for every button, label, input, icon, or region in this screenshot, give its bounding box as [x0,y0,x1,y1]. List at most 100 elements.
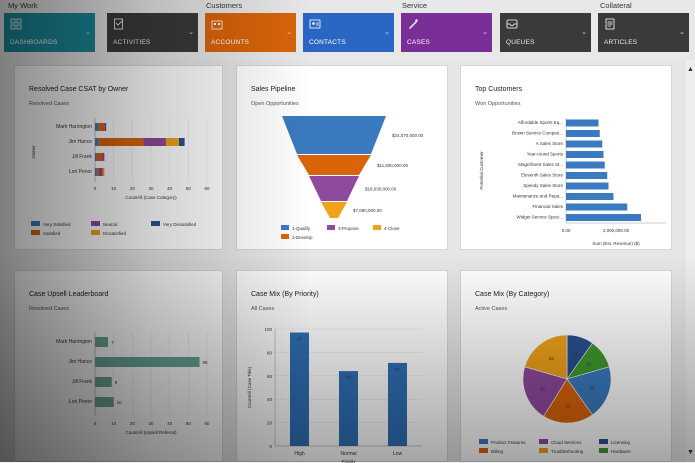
x-tick-label: 10 [111,186,117,191]
bar-segment [165,138,179,146]
legend-swatch [281,225,289,230]
y-tick-label: Maintenance and Repa... [513,194,563,199]
x-axis-title: Sum (Est. Revenue) ($) [592,241,640,246]
panel-title: Sales Pipeline [251,86,296,93]
y-tick-label: 40 [267,397,273,402]
chart-csat: 0 10 20 30 40 50 60 Mark Harrington Jim Hance Jil… [31,118,210,236]
y-axis-title: Owner [31,145,36,159]
data-label: 23 [549,356,555,361]
chevron-down-icon[interactable]: ⌄ [384,29,390,36]
x-tick-label: 30 [148,186,154,191]
x-tick-label: 0 [94,186,97,191]
bar [566,161,605,169]
tile-queues[interactable]: ⌄ QUEUES [500,13,591,52]
bar-segment [102,153,105,161]
bar [388,362,407,446]
bar [566,193,614,200]
panel-title: Case Mix (By Priority) [251,291,319,298]
dashboard-area: Resolved Case CSAT by Owner Resolved Cas… [0,60,695,463]
tile-label: ACCOUNTS [211,39,250,46]
funnel-value-label: $24,070,000.00 [392,133,424,138]
chevron-down-icon[interactable]: ⌄ [482,29,488,36]
funnel-value-label: $11,830,000.00 [377,163,408,168]
legend-label: 3-Propose [338,226,359,231]
bar-segment [98,138,144,146]
legend-label: 1-Qualify [292,226,311,231]
legend-label: Cloud Services [551,440,582,445]
bar [95,397,114,407]
nav-bar: My Work Customers Service Collateral ⌄ D… [0,0,695,60]
legend-label: Billing [491,449,504,454]
bar [566,214,641,221]
chevron-down-icon[interactable]: ⌄ [188,29,194,36]
chevron-down-icon[interactable]: ⌄ [679,29,685,36]
pie-slice [522,366,568,417]
scroll-down-icon[interactable]: ▼ [687,449,694,456]
tile-dashboards[interactable]: ⌄ DASHBOARDS [4,13,95,52]
articles-icon [605,18,615,30]
bar-segment [95,138,99,146]
bar [339,371,358,446]
legend-swatch [327,225,335,230]
scroll-up-icon[interactable]: ▲ [687,66,694,73]
x-tick-label: 40 [167,421,173,426]
bar [95,357,200,367]
data-label: 10 [117,400,123,405]
group-label-collateral: Collateral [600,1,632,10]
y-tick-label: Jim Hance [68,359,92,365]
legend-label: Neutral [103,222,118,227]
x-tick-label: High [294,451,305,457]
legend-label: 4-Close [384,226,400,231]
legend-swatch [373,225,381,230]
tile-activities[interactable]: ⌄ ACTIVITIES [107,13,198,52]
x-tick-label: 30 [148,421,154,426]
chevron-down-icon[interactable]: ⌄ [286,29,292,36]
bar-segment [98,123,105,131]
chevron-down-icon[interactable]: ⌄ [581,29,587,36]
y-tick-label: Jill Frank [72,379,93,385]
y-tick-label: Year-round Sports [527,152,564,157]
y-tick-label: 80 [267,350,273,355]
x-axis-title: CountAll (Case Category) [125,195,177,200]
tile-contacts[interactable]: ⌄ CONTACTS [303,13,394,52]
queues-icon [506,19,518,29]
panel-subtitle: Won Opportunities [475,101,521,107]
vertical-scrollbar[interactable]: ▲ ▼ [686,60,695,462]
y-tick-label: 100 [264,327,272,332]
chart-customers: Affordable Sports Eq... Brown Service Com… [479,118,666,246]
funnel-value-label: $7,090,000.00 [353,208,382,213]
bar [290,332,309,446]
bar-segment [95,168,97,176]
tile-label: CASES [407,39,431,46]
bar-segment [98,168,103,176]
x-tick-label: 50 [186,421,192,426]
data-label: 22 [589,386,595,391]
accounts-icon [211,20,223,30]
tile-cases[interactable]: ⌄ CASES [401,13,492,52]
x-tick-label: 60 [204,421,210,426]
legend-swatch [599,448,608,453]
tile-articles[interactable]: ⌄ ARTICLES [598,13,689,52]
y-tick-label: 0 [269,444,272,449]
legend-swatch [281,234,289,239]
data-label: 12 [586,362,592,367]
tile-label: ACTIVITIES [113,39,151,46]
panel-subtitle: Open Opportunities [251,101,299,107]
bar-segment [143,138,166,146]
bar-segment [96,153,103,161]
bar-segment [95,153,97,161]
legend-swatch [31,230,40,235]
chart-category: 11 12 22 21 23 23 Product Features Cloud Servic… [479,334,631,454]
data-label: 7 [111,340,114,345]
legend-label: Dissatisfied [103,231,127,236]
chart-upsell: 0 10 20 30 40 50 60 Mark Harrington 7 Jim Hance 56… [56,332,210,435]
y-tick-label: A Sales Store [536,141,564,146]
legend-label: 2-Develop [292,235,313,240]
panel-subtitle: Active Cases [475,306,508,312]
activities-icon [114,18,123,30]
tile-accounts[interactable]: ⌄ ACCOUNTS [205,13,296,52]
x-tick-label: 50 [186,186,192,191]
bar [566,151,604,158]
data-label: 21 [565,403,571,408]
chevron-down-icon[interactable]: ⌄ [85,29,91,36]
